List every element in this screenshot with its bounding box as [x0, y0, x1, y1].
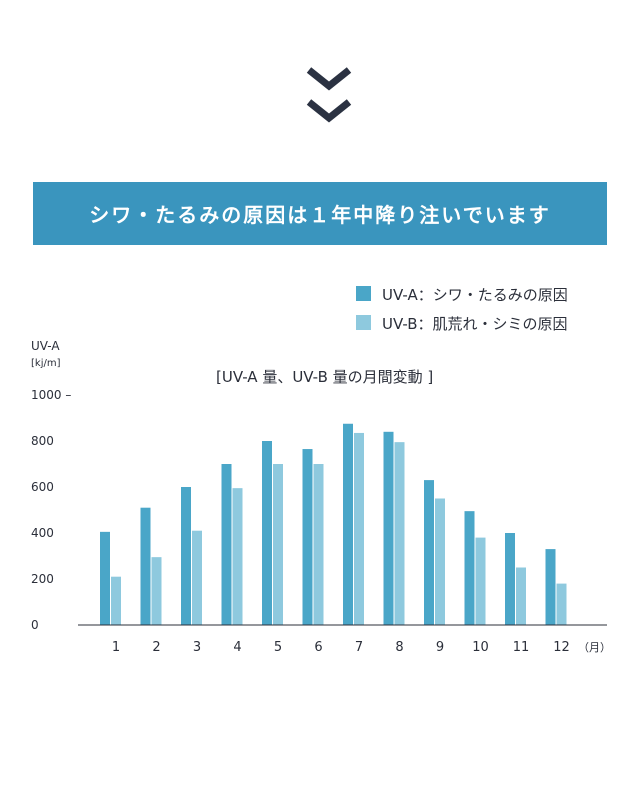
y-tick-label: 800 [31, 434, 54, 448]
chart-title: [UV-A 量、UV-B 量の月間変動 ] [216, 368, 433, 386]
bar-uva [302, 449, 313, 625]
bar-uva [505, 533, 515, 625]
headline-text: シワ・たるみの原因は１年中降り注いでいます [89, 203, 551, 227]
x-axis-unit: （月） [578, 641, 611, 654]
bar-uva [383, 431, 394, 625]
y-tick-label: 200 [31, 572, 54, 586]
bar-uva [100, 531, 110, 625]
bar-uva [262, 441, 272, 625]
bar-uvb [354, 432, 364, 625]
legend-swatch-uva [356, 286, 371, 301]
y-tick-label: 1000 – [31, 388, 71, 402]
bar-uva [140, 507, 151, 625]
bar-uvb [111, 576, 121, 625]
bar-uvb [192, 530, 202, 625]
bar-uvb [475, 537, 486, 625]
legend-label-uvb: UV-B：肌荒れ・シミの原因 [382, 315, 568, 333]
x-tick-label: 10 [472, 640, 489, 655]
bar-uvb [273, 464, 283, 625]
y-tick-label: 400 [31, 526, 54, 540]
bar-uvb [232, 488, 243, 625]
scroll-down-indicator [306, 67, 352, 123]
x-axis-labels: 1 2 3 4 5 6 7 8 9 10 11 12 [112, 640, 570, 655]
bar-uvb [556, 583, 567, 625]
y-axis-label: UV-A [31, 339, 60, 353]
y-tick-label: 0 [31, 618, 39, 632]
chevron-down-icon [306, 67, 352, 91]
bar-uvb [394, 442, 405, 625]
y-tick-label: 600 [31, 480, 54, 494]
y-axis-ticks: 0 200 400 600 800 1000 – [31, 388, 71, 632]
bar-uvb [516, 567, 526, 625]
x-tick-label: 5 [274, 640, 282, 655]
bar-uvb [151, 557, 162, 625]
x-tick-label: 4 [233, 640, 241, 655]
x-tick-label: 9 [436, 640, 444, 655]
x-tick-label: 8 [395, 640, 403, 655]
bar-uva [343, 423, 353, 625]
x-tick-label: 6 [314, 640, 322, 655]
bar-uvb [435, 498, 445, 625]
x-tick-label: 2 [152, 640, 160, 655]
bar-uva [221, 464, 232, 625]
chevron-down-icon [306, 99, 352, 123]
bar-uva [424, 480, 434, 625]
headline-banner: シワ・たるみの原因は１年中降り注いでいます [33, 182, 607, 245]
x-tick-label: 11 [513, 640, 530, 655]
bar-uvb [313, 464, 324, 625]
x-tick-label: 1 [112, 640, 120, 655]
bar-uva [464, 511, 475, 625]
uv-monthly-chart: UV-A：シワ・たるみの原因 UV-B：肌荒れ・シミの原因 UV-A [kj/m… [31, 286, 611, 655]
legend-swatch-uvb [356, 315, 371, 330]
x-tick-label: 7 [355, 640, 363, 655]
bar-uva [181, 487, 191, 625]
x-tick-label: 3 [193, 640, 201, 655]
bars [100, 423, 567, 625]
legend-label-uva: UV-A：シワ・たるみの原因 [382, 286, 568, 304]
x-tick-label: 12 [553, 640, 570, 655]
y-axis-unit: [kj/m] [31, 358, 61, 369]
bar-uva [545, 549, 556, 625]
